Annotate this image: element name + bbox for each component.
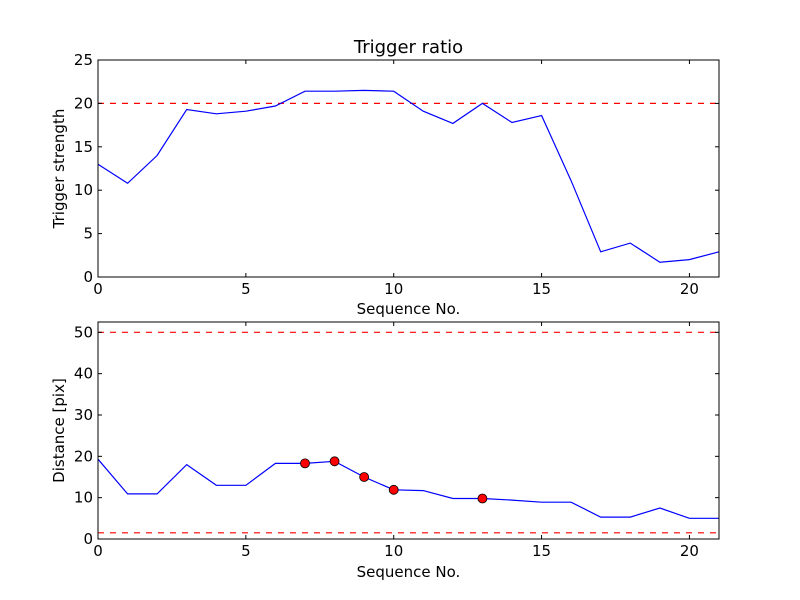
series-line — [97, 458, 719, 519]
x-tick-label: 20 — [680, 542, 699, 560]
y-tick-label: 10 — [74, 181, 93, 199]
y-tick-label: 30 — [74, 406, 93, 424]
y-tick-label: 0 — [83, 530, 93, 548]
x-tick-label: 0 — [93, 280, 103, 298]
y-tick-label: 5 — [83, 225, 93, 243]
data-point-marker — [329, 456, 340, 467]
x-tick-label: 0 — [93, 542, 103, 560]
x-tick-label: 15 — [532, 280, 551, 298]
axes-frame — [97, 321, 720, 540]
x-axis-label: Sequence No. — [357, 563, 461, 581]
data-point-marker — [388, 484, 399, 495]
x-axis-label: Sequence No. — [357, 300, 461, 318]
x-tick-label: 15 — [532, 542, 551, 560]
data-point-marker — [300, 458, 310, 469]
chart-title: Trigger ratio — [353, 37, 463, 58]
distance-subplot: Sequence No. Distance [pix] 0 5 10 15 20 0 10 2… — [50, 321, 720, 581]
y-tick-label: 15 — [74, 138, 93, 156]
y-tick-label: 20 — [74, 94, 93, 112]
x-tick-label: 10 — [384, 542, 403, 560]
y-axis-label: Trigger strength — [50, 109, 68, 230]
plot-area — [97, 89, 720, 263]
y-tick-label: 40 — [74, 365, 93, 383]
y-tick-label: 25 — [74, 51, 93, 69]
trigger-ratio-subplot: Trigger ratio Sequence No. Trigger stren… — [50, 37, 720, 318]
plot-area — [97, 331, 719, 534]
y-tick-label: 50 — [74, 323, 93, 341]
x-tick-label: 5 — [241, 542, 251, 560]
y-tick-label: 0 — [83, 268, 93, 286]
y-tick-label: 10 — [74, 489, 93, 507]
y-tick-label: 20 — [74, 447, 93, 465]
data-point-marker — [359, 472, 370, 482]
x-tick-label: 10 — [384, 280, 403, 298]
x-tick-label: 20 — [680, 280, 699, 298]
x-tick-label: 5 — [241, 280, 251, 298]
data-point-marker — [477, 493, 488, 504]
axes-frame — [97, 59, 720, 278]
series-line — [97, 89, 720, 263]
y-axis-label: Distance [pix] — [50, 378, 68, 483]
ticks: 0 5 10 15 20 0 5 10 15 20 25 — [74, 51, 719, 298]
ticks: 0 5 10 15 20 0 10 20 30 40 50 — [74, 322, 719, 560]
